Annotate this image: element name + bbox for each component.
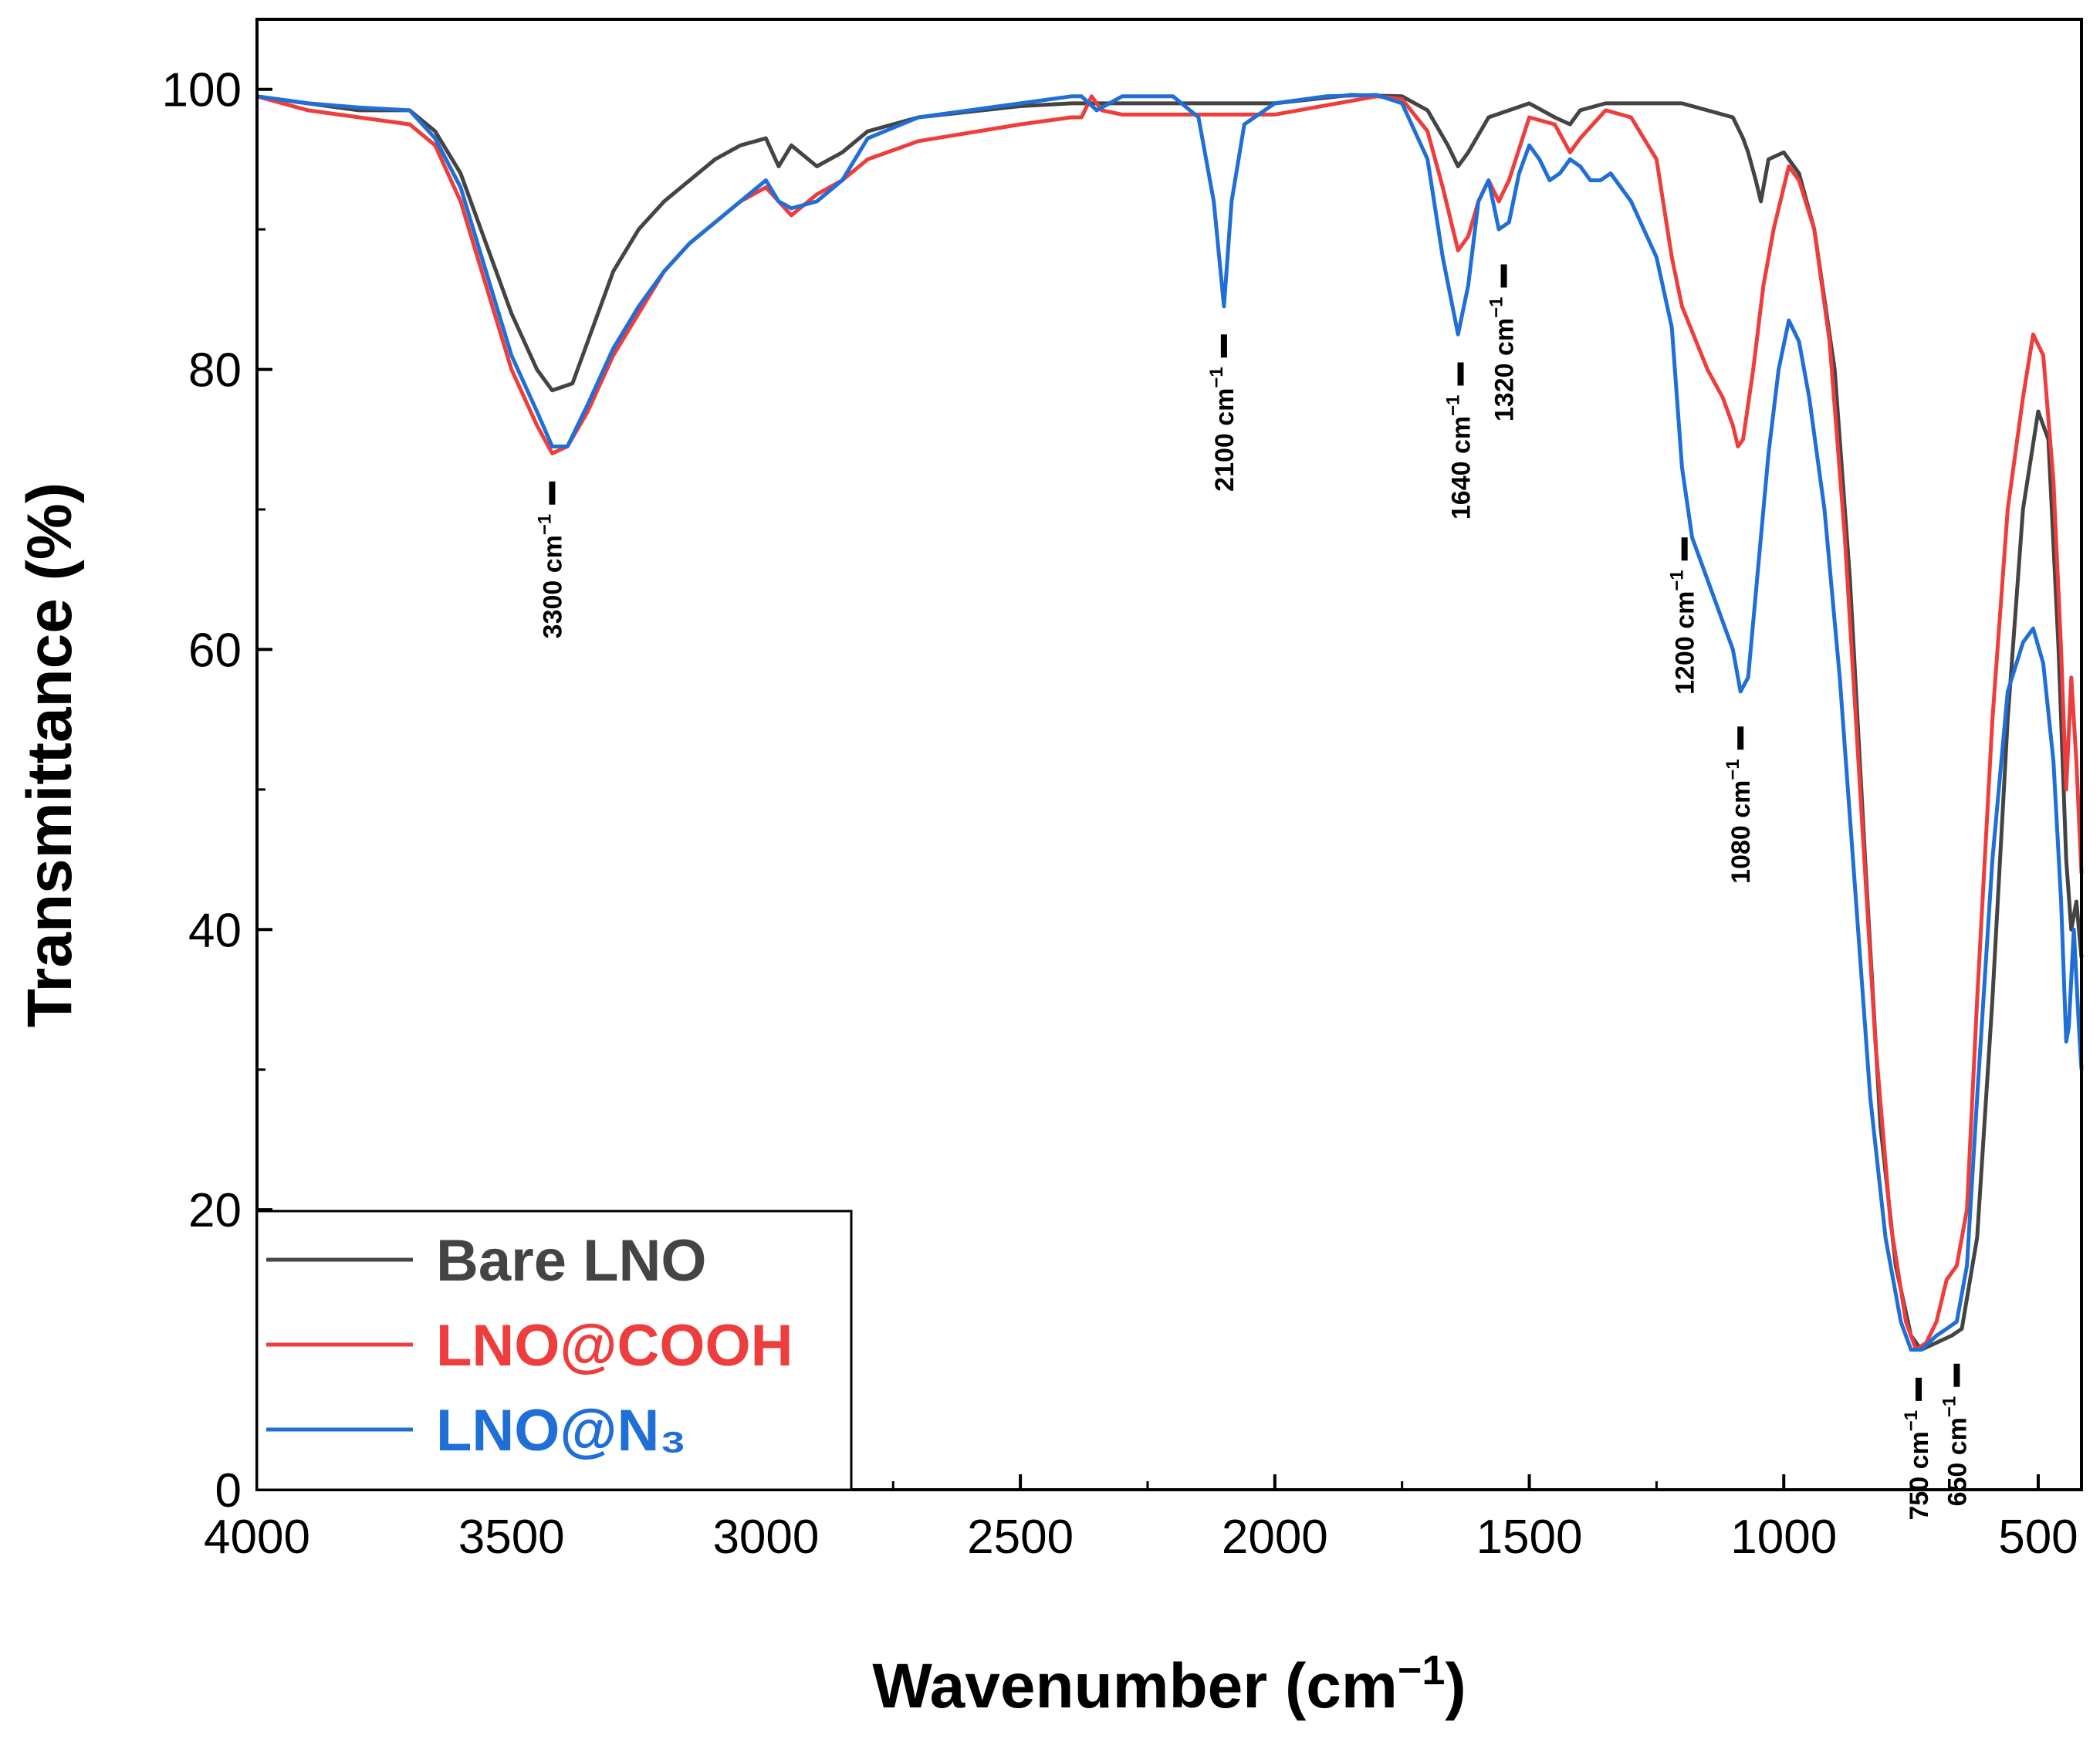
- legend-label-bare-lno: Bare LNO: [436, 1228, 707, 1294]
- x-tick-label: 2000: [1222, 1511, 1328, 1564]
- annotation-layer: 3300 cm−1 2100 cm−1 1640 cm−1 1320 cm−1 1200…: [534, 264, 1972, 1521]
- x-tick-label: 4000: [204, 1511, 310, 1564]
- series-line-bare-lno: [256, 93, 2084, 1352]
- y-tick-label: 40: [188, 904, 242, 957]
- legend-label-lno-n: LNO@N₃: [436, 1398, 687, 1463]
- y-tick-label: 60: [188, 624, 242, 677]
- y-tick-label: 20: [188, 1184, 242, 1237]
- y-tick-label: 0: [215, 1464, 242, 1518]
- peak-label: 1640 cm−1: [1443, 395, 1476, 520]
- peak-label: 650 cm−1: [1939, 1396, 1972, 1507]
- peak-label: 1200 cm−1: [1667, 570, 1700, 695]
- x-tick-label: 2500: [967, 1511, 1074, 1564]
- y-tick-label: 100: [162, 64, 242, 117]
- peak-label: 1080 cm−1: [1723, 759, 1756, 884]
- peak-label: 750 cm−1: [1901, 1410, 1934, 1521]
- series-layer: [256, 93, 2084, 1352]
- y-axis-title: Transmittance (%): [15, 482, 85, 1027]
- peak-label: 3300 cm−1: [534, 514, 567, 639]
- x-axis-title-sup: −1: [1398, 1647, 1446, 1694]
- plot-frame: [255, 18, 2083, 1491]
- series-line-lno-n: [256, 93, 2084, 1352]
- x-tick-label: 1000: [1730, 1511, 1837, 1564]
- legend: Bare LNO LNO@COOH LNO@N₃: [255, 1210, 853, 1491]
- x-axis-title: Wavenumber (cm−1): [872, 1647, 1466, 1721]
- legend-label-lno-cooh: LNO@COOH: [436, 1313, 793, 1379]
- x-tick-label: 3000: [712, 1511, 819, 1564]
- peak-label: 1320 cm−1: [1486, 297, 1520, 422]
- x-tick-label: 500: [1998, 1511, 2078, 1564]
- y-tick-label: 80: [188, 344, 242, 398]
- x-tick-label: 3500: [458, 1511, 565, 1564]
- series-line-lno-cooh: [256, 94, 2084, 1352]
- legend-box: [255, 1210, 853, 1491]
- peak-label: 2100 cm−1: [1206, 367, 1239, 492]
- x-tick-label: 1500: [1476, 1511, 1583, 1564]
- tick-layer: 4000 3500 3000 2500 2000 1500 1000 500 0 20 40 60 80…: [162, 64, 2078, 1564]
